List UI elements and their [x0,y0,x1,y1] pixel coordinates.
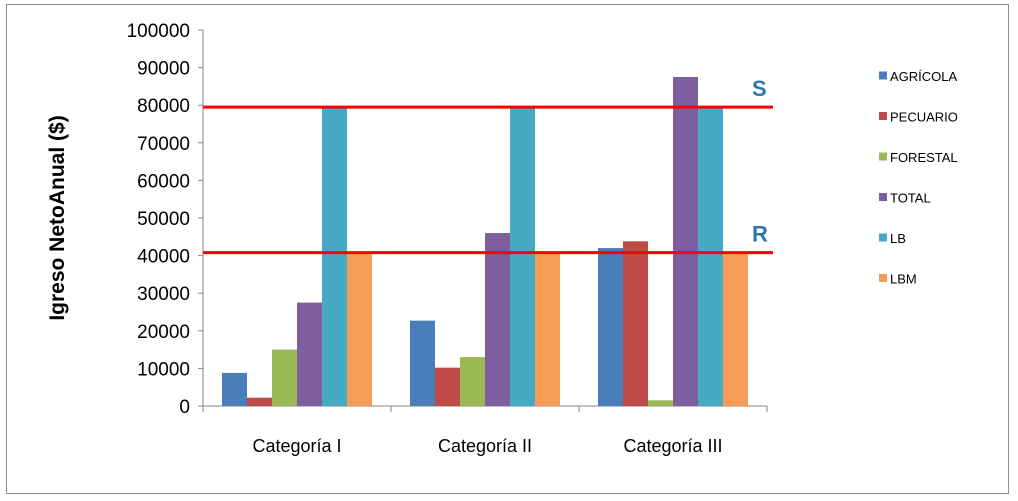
legend-entry: LBM [890,272,917,287]
bar-lbm [347,251,372,406]
y-tick-label: 30000 [137,284,190,305]
category-label: Categoría III [623,436,722,456]
category-label: Categoría II [438,436,532,456]
category-label: Categoría I [252,436,341,456]
legend-entry: LB [890,231,906,246]
y-tick-label: 10000 [137,359,190,380]
reference-lines: SR [203,76,773,255]
bar-total [673,77,698,406]
y-tick-label: 60000 [137,171,190,192]
bar-total [297,302,322,406]
bar-lb [698,107,723,406]
legend-entry: AGRÍCOLA [890,69,958,84]
bar-pecuario [623,241,648,406]
legend-entry: PECUARIO [890,110,958,125]
bar-agrícola [222,372,247,406]
category-labels: Categoría I Categoría II Categoría III [252,436,722,456]
y-tick-label: 40000 [137,247,190,268]
legend-swatch [879,152,887,161]
bar-lbm [723,251,748,406]
chart-legend: AGRÍCOLA PECUARIO FORESTAL TOTAL LB LBM [879,69,958,287]
bar-forestal [648,400,673,406]
y-tick-label: 0 [179,397,190,418]
bar-agrícola [410,320,435,406]
bar-forestal [272,349,297,406]
bar-pecuario [247,397,272,406]
bar-lbm [535,251,560,406]
bar-total [485,233,510,406]
legend-swatch [879,193,887,201]
chart-bars [222,77,748,406]
legend-swatch [879,112,887,120]
y-tick-label: 90000 [137,59,190,80]
bar-forestal [460,357,485,406]
legend-entry: FORESTAL [890,150,958,165]
bar-pecuario [435,367,460,406]
bar-lb [510,107,535,406]
legend-entry: TOTAL [890,191,931,206]
reference-label-r: R [752,222,768,247]
y-tick-label: 80000 [137,96,190,117]
y-axis-label: Igreso NetoAnual ($) [46,115,69,320]
legend-swatch [879,274,887,282]
legend-swatch [879,233,887,242]
y-tick-label: 20000 [137,322,190,343]
legend-swatch [879,71,887,80]
reference-label-s: S [752,76,767,101]
y-tick-labels: 0 10000 20000 30000 40000 50000 60000 70000 8000… [127,21,190,418]
bar-agrícola [598,248,623,406]
y-tick-label: 50000 [137,209,190,230]
bar-lb [322,107,347,406]
y-tick-label: 70000 [137,134,190,155]
y-tick-label: 100000 [127,21,190,42]
